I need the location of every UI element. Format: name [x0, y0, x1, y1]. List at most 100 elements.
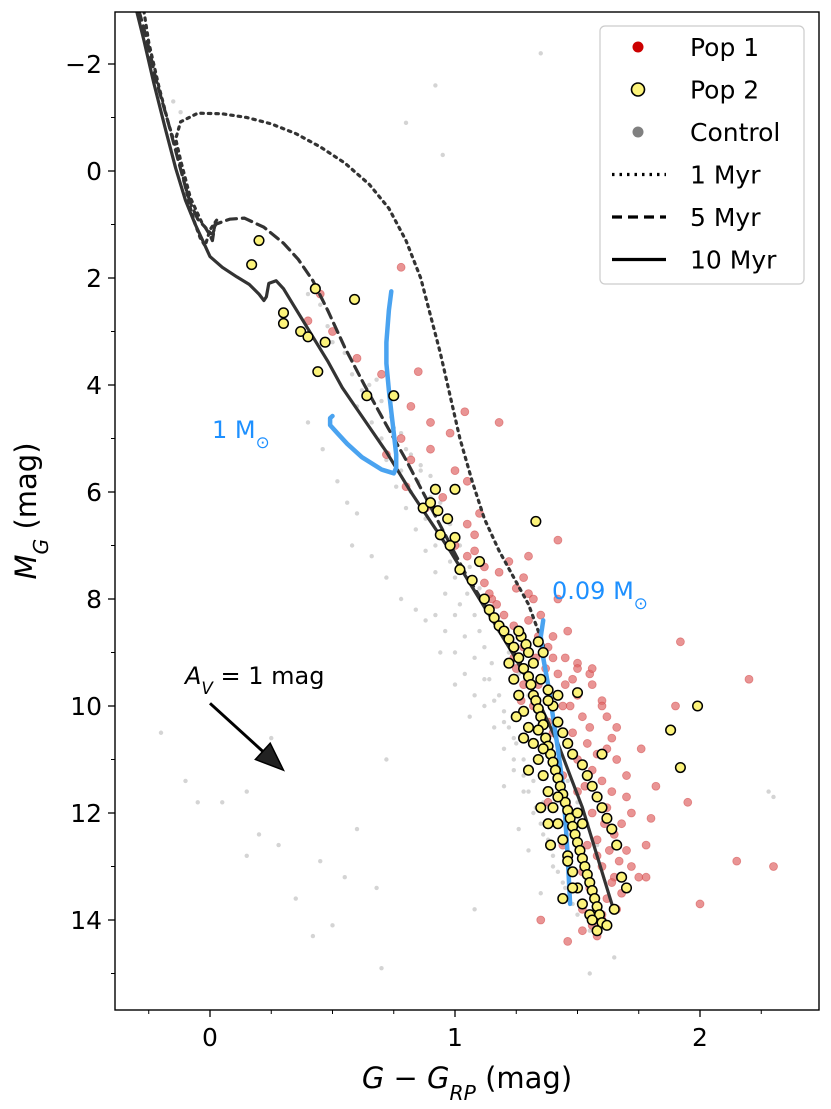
pop2-point [562, 737, 574, 750]
control-point [492, 725, 497, 730]
pop2-point [349, 293, 361, 305]
pop2-point [388, 390, 400, 402]
control-point [487, 677, 492, 682]
pop2-point [522, 721, 535, 733]
control-point [403, 120, 409, 126]
control-point [342, 875, 347, 880]
control-point [462, 634, 467, 639]
control-point [369, 420, 374, 425]
control-point [354, 826, 360, 832]
control-point [345, 500, 350, 505]
x-axis-label: G − GRP (mag) [362, 1061, 572, 1105]
pop2-point [591, 791, 603, 803]
mass-label-1msun: 1 M⊙ [212, 416, 270, 452]
pop2-point [432, 505, 444, 517]
pop2-point [295, 325, 307, 338]
pop2-point [616, 871, 628, 883]
control-point [521, 773, 526, 778]
y-tick-label: 2 [86, 264, 102, 293]
pop2-point [508, 673, 520, 685]
pop2-point [503, 657, 515, 669]
control-point [462, 671, 467, 677]
control-point [492, 698, 497, 703]
pop2-point [552, 818, 564, 830]
pop1-point [597, 701, 607, 711]
pop1-point [602, 712, 612, 722]
pop2-point [692, 700, 704, 712]
pop2-point [246, 259, 258, 271]
legend-label: 5 Myr [690, 203, 761, 232]
pop2-point [518, 663, 530, 675]
pop1-point [413, 367, 423, 377]
pop2-point [542, 695, 554, 707]
pop1-point [671, 701, 680, 711]
control-point [555, 869, 561, 875]
control-point [379, 436, 384, 441]
pop2-point [606, 823, 618, 835]
pop1-point [462, 519, 472, 529]
pop1-point [563, 937, 573, 946]
pop1-point [426, 418, 435, 427]
pop1-point [641, 872, 651, 882]
control-point [423, 618, 428, 623]
pop2-point [424, 497, 437, 509]
pop2-point [532, 724, 544, 736]
pop1-point [651, 781, 661, 791]
pop2-point [596, 802, 608, 814]
legend-marker [632, 41, 644, 53]
pop2-point [537, 743, 549, 755]
pop1-point [634, 872, 644, 882]
control-point [374, 885, 379, 891]
pop1-point [460, 407, 470, 417]
extinction-label: AV = 1 mag [183, 662, 325, 698]
control-point [477, 628, 482, 634]
control-point [183, 778, 188, 784]
control-point [428, 473, 433, 479]
pop1-point [462, 551, 472, 561]
control-point [330, 340, 335, 345]
pop1-point [676, 637, 685, 647]
pop1-point [536, 610, 546, 620]
pop2-point [591, 925, 603, 937]
control-point [438, 650, 443, 655]
control-point [472, 655, 477, 661]
pop1-point [612, 755, 622, 764]
pop1-point [622, 846, 631, 855]
control-point [506, 725, 512, 730]
pop2-point [525, 679, 537, 691]
pop2-point [434, 529, 446, 541]
control-point [413, 527, 418, 532]
pop1-point [470, 530, 480, 540]
pop2-point [576, 818, 588, 830]
control-point [349, 372, 355, 377]
pop2-point [537, 770, 549, 782]
pop1-point [450, 466, 460, 476]
pop1-point [578, 926, 587, 936]
pop1-point [565, 701, 575, 711]
pop1-point [494, 567, 504, 577]
pop1-point [524, 589, 533, 599]
legend-label: 10 Myr [690, 246, 777, 275]
control-point [575, 912, 580, 917]
control-point [433, 83, 438, 88]
pop2-point [552, 716, 564, 728]
control-point [516, 826, 521, 832]
control-point [766, 789, 771, 794]
control-point [320, 447, 325, 452]
pop2-point [527, 657, 539, 669]
pop1-point [519, 573, 528, 582]
control-point [550, 864, 556, 869]
pop1-point [582, 739, 592, 748]
legend: Pop 1 Pop 2 Control 1 Myr 5 Myr 10 Myr [599, 25, 805, 285]
control-point [418, 463, 423, 468]
control-point [433, 612, 438, 618]
pop1-point [769, 862, 778, 871]
pop2-point [518, 705, 530, 717]
pop2-point [571, 807, 584, 819]
pop2-point [513, 689, 525, 701]
y-tick-label: 12 [70, 799, 102, 828]
pop1-point [568, 728, 577, 738]
control-point [501, 784, 507, 789]
pop2-point [522, 764, 535, 776]
control-point [276, 842, 281, 848]
